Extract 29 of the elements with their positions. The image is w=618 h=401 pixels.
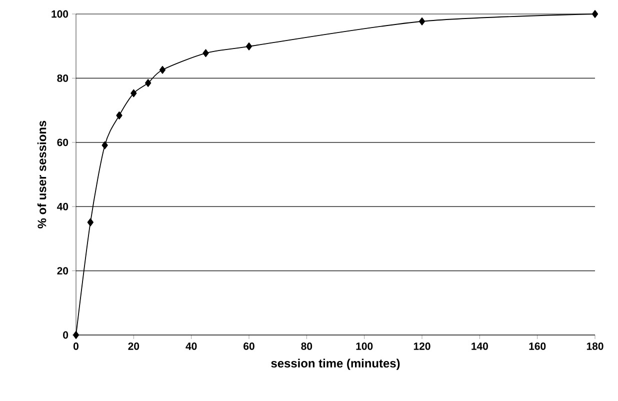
x-tick-label: 120 (414, 342, 430, 350)
point (116, 111, 122, 120)
point (202, 49, 209, 58)
point (159, 66, 166, 74)
point (145, 79, 152, 87)
x-tick-label: 60 (244, 342, 254, 350)
y-tick-label: 100 (52, 10, 68, 18)
y-axis-title: % of user sessions (37, 120, 46, 228)
point (418, 17, 426, 26)
point (72, 331, 80, 339)
point (246, 42, 252, 50)
x-tick-label: 100 (356, 342, 373, 350)
y-tick-label: 40 (57, 202, 68, 210)
y-tick-label: 60 (57, 138, 68, 146)
x-tick-label: 140 (472, 342, 488, 350)
x-tick-label: 0 (73, 342, 78, 350)
point (102, 141, 108, 150)
x-tick-label: 80 (301, 342, 312, 350)
point (592, 10, 598, 18)
y-tick-label: 80 (57, 74, 68, 82)
x-tick-label: 40 (186, 342, 197, 350)
point (87, 218, 94, 226)
x-tick-label: 180 (586, 342, 604, 350)
point (130, 89, 137, 98)
x-axis-title: session time (minutes) (271, 358, 400, 370)
y-tick-label: 0 (63, 331, 68, 339)
x-tick-label: 160 (529, 342, 546, 350)
x-tick-label: 20 (128, 342, 140, 350)
y-tick-label: 20 (57, 267, 68, 275)
